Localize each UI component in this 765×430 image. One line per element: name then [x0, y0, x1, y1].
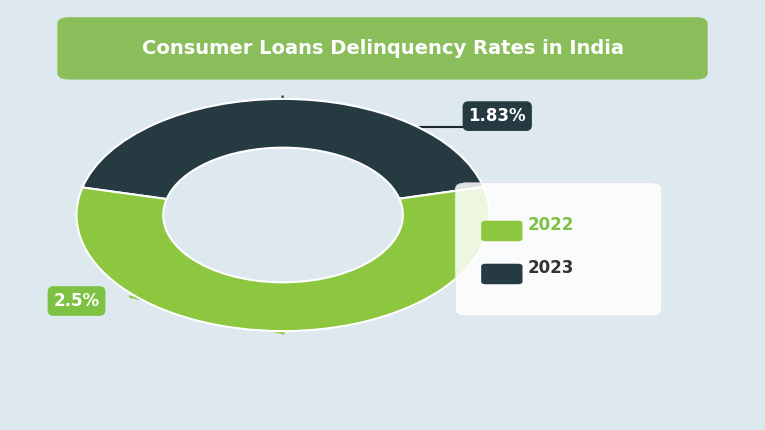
Text: 1.83%: 1.83%	[468, 107, 526, 125]
Text: 2023: 2023	[528, 259, 575, 277]
Text: 2022: 2022	[528, 216, 575, 234]
FancyBboxPatch shape	[481, 221, 522, 241]
Wedge shape	[83, 99, 483, 199]
Wedge shape	[76, 187, 490, 331]
FancyBboxPatch shape	[481, 264, 522, 284]
FancyBboxPatch shape	[455, 183, 662, 316]
Text: Consumer Loans Delinquency Rates in India: Consumer Loans Delinquency Rates in Indi…	[142, 39, 623, 58]
FancyBboxPatch shape	[57, 17, 708, 80]
Text: 2.5%: 2.5%	[54, 292, 99, 310]
